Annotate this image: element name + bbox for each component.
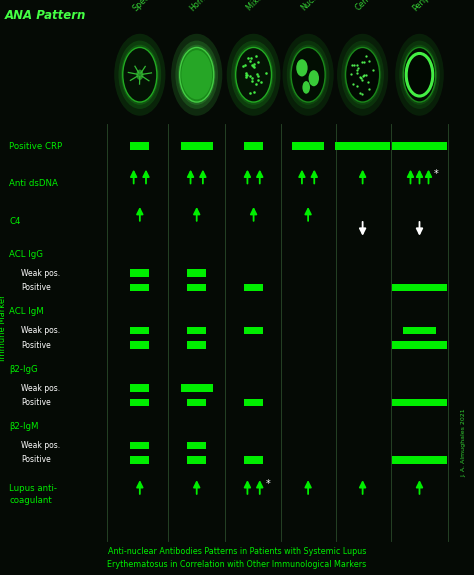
Text: Weak pos.: Weak pos. [21, 384, 61, 393]
Text: Positive CRP: Positive CRP [9, 141, 63, 151]
Text: Peripheral: Peripheral [411, 0, 446, 13]
Ellipse shape [309, 70, 319, 86]
Text: β2-IgM: β2-IgM [9, 422, 39, 431]
Ellipse shape [182, 50, 212, 99]
Bar [187, 341, 206, 348]
Ellipse shape [118, 41, 161, 109]
Ellipse shape [123, 48, 157, 102]
Bar [187, 442, 206, 450]
Ellipse shape [291, 48, 325, 102]
Ellipse shape [395, 34, 444, 116]
Ellipse shape [227, 34, 281, 116]
Bar [130, 457, 149, 463]
Bar [130, 269, 149, 277]
Bar [392, 142, 447, 150]
Text: ACL IgG: ACL IgG [9, 250, 44, 259]
Bar [130, 142, 149, 150]
Bar [336, 142, 390, 150]
Bar [187, 284, 206, 291]
Bar [403, 327, 436, 335]
Bar [244, 142, 263, 150]
Bar [392, 457, 447, 463]
Ellipse shape [114, 34, 165, 116]
Bar [130, 341, 149, 348]
Bar [181, 142, 213, 150]
Text: Positive: Positive [21, 455, 51, 465]
Text: Anti-nuclear Antibodies Patterns in Patients with Systemic Lupus: Anti-nuclear Antibodies Patterns in Pati… [108, 547, 366, 557]
Text: Positive: Positive [21, 398, 51, 407]
Bar [244, 457, 263, 463]
Ellipse shape [234, 45, 273, 105]
Text: Anti dsDNA: Anti dsDNA [9, 179, 58, 189]
Bar [187, 269, 206, 277]
Ellipse shape [287, 41, 329, 109]
Bar [392, 284, 447, 291]
Ellipse shape [341, 41, 384, 109]
Text: Homogenous: Homogenous [188, 0, 232, 13]
Bar [181, 384, 213, 392]
Ellipse shape [236, 48, 272, 102]
Ellipse shape [180, 48, 214, 102]
Text: Positive: Positive [21, 283, 51, 292]
Text: J. A. Almughales 2021: J. A. Almughales 2021 [461, 409, 466, 477]
Text: Speckled: Speckled [131, 0, 164, 13]
Text: Weak pos.: Weak pos. [21, 269, 61, 278]
Text: Erythematosus in Correlation with Other Immunological Markers: Erythematosus in Correlation with Other … [108, 560, 366, 569]
Bar [187, 457, 206, 463]
Ellipse shape [346, 48, 380, 102]
Text: C4: C4 [9, 217, 21, 226]
Bar [244, 327, 263, 335]
Ellipse shape [401, 45, 438, 105]
Ellipse shape [296, 59, 308, 76]
Ellipse shape [337, 34, 388, 116]
Text: Immune Marker: Immune Marker [0, 294, 7, 361]
Bar [130, 384, 149, 392]
Text: *: * [265, 479, 270, 489]
Bar [187, 399, 206, 406]
Bar [130, 327, 149, 335]
Text: Centromere: Centromere [354, 0, 394, 13]
Bar [292, 142, 324, 150]
Text: β2-IgG: β2-IgG [9, 365, 38, 374]
Ellipse shape [403, 48, 436, 102]
Ellipse shape [121, 45, 159, 105]
Text: ACL IgM: ACL IgM [9, 307, 44, 316]
Ellipse shape [302, 81, 310, 94]
Ellipse shape [231, 41, 276, 109]
Bar [130, 284, 149, 291]
Ellipse shape [175, 41, 218, 109]
Ellipse shape [178, 45, 216, 105]
Text: Weak pos.: Weak pos. [21, 326, 61, 335]
Ellipse shape [283, 34, 334, 116]
Ellipse shape [344, 45, 382, 105]
Bar [244, 399, 263, 406]
Text: Mixed Pattern: Mixed Pattern [245, 0, 290, 13]
Bar [244, 284, 263, 291]
Text: ANA Pattern: ANA Pattern [5, 9, 86, 22]
Bar [392, 399, 447, 406]
Text: Nucleolar: Nucleolar [300, 0, 333, 13]
Bar [130, 399, 149, 406]
Ellipse shape [399, 41, 440, 109]
Bar [392, 341, 447, 348]
Bar [187, 327, 206, 335]
Ellipse shape [171, 34, 222, 116]
Text: *: * [434, 168, 439, 179]
Ellipse shape [136, 70, 143, 80]
Text: Positive: Positive [21, 340, 51, 350]
Text: Weak pos.: Weak pos. [21, 441, 61, 450]
Bar [130, 442, 149, 450]
Ellipse shape [289, 45, 327, 105]
Text: Lupus anti-
coagulant: Lupus anti- coagulant [9, 485, 57, 504]
